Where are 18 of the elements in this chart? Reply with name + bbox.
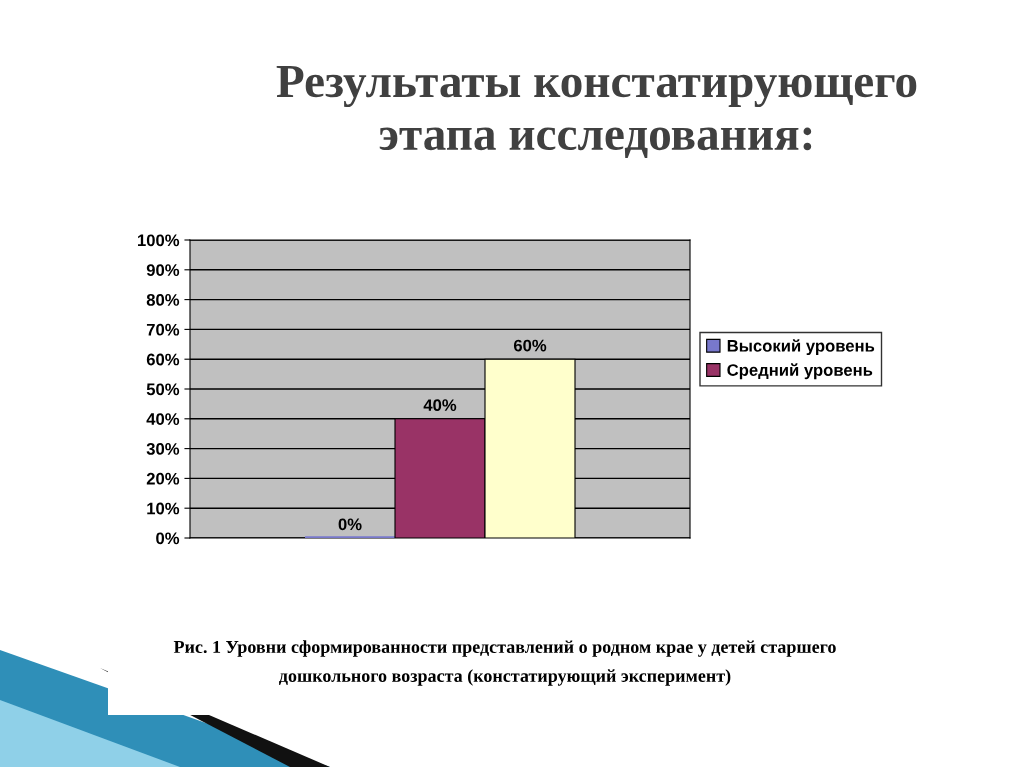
data-label: 60% bbox=[513, 339, 547, 352]
y-tick-label: 30% bbox=[146, 443, 180, 455]
y-tick-label: 60% bbox=[146, 353, 180, 366]
chart-title: Результаты констатирующего этапа исследования: bbox=[276, 65, 917, 158]
y-tick-label: 40% bbox=[146, 413, 180, 425]
y-tick-label: 20% bbox=[146, 472, 180, 485]
y-tick-label: 100% bbox=[138, 234, 180, 247]
text: Рис. 1 Уровни сформированности представлений о родном крае у детей старшего дошкольного возраста (констатирующий эксперимент) bbox=[173, 640, 836, 686]
legend-label: Высокий уровень bbox=[727, 339, 875, 356]
data-label: 40% bbox=[423, 399, 457, 412]
y-tick-label: 10% bbox=[147, 502, 180, 515]
y-tick-label: 90% bbox=[146, 264, 180, 276]
data-label: 0% bbox=[338, 518, 362, 531]
y-tick-label: 0% bbox=[156, 532, 180, 545]
y-tick-label: 80% bbox=[146, 294, 180, 306]
legend-label: Средний уровень bbox=[727, 363, 873, 380]
y-tick-label: 50% bbox=[146, 383, 180, 396]
y-tick-label: 70% bbox=[146, 323, 180, 336]
